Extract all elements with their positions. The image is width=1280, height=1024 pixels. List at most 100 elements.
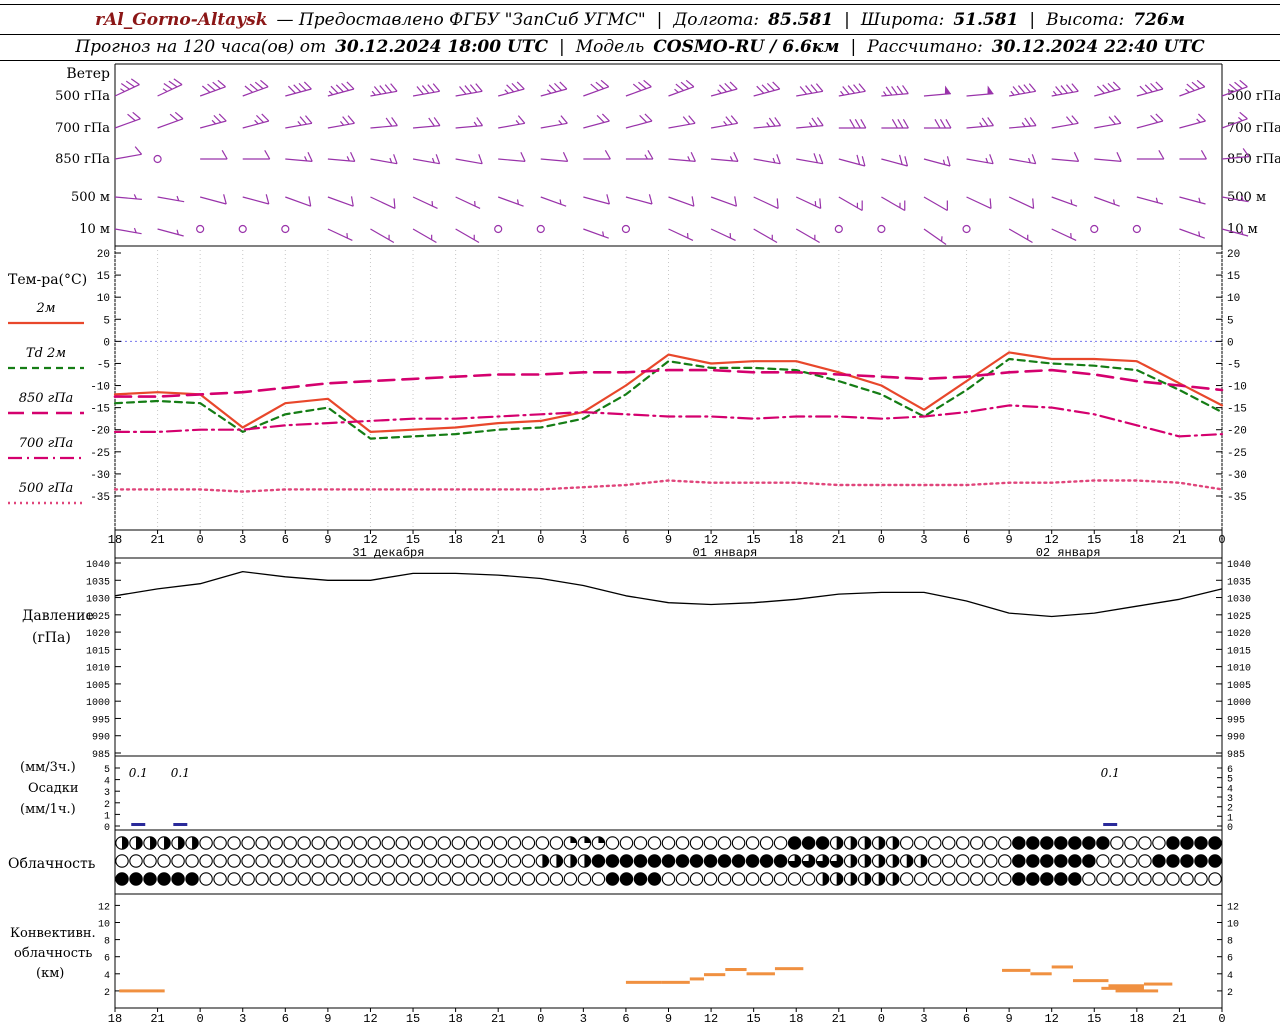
svg-text:-15: -15: [1227, 404, 1247, 416]
svg-text:3: 3: [920, 533, 927, 547]
svg-text:12: 12: [1227, 902, 1239, 913]
svg-text:9: 9: [1006, 1012, 1013, 1024]
svg-text:15: 15: [746, 533, 760, 547]
latitude-label: Широта:: [860, 9, 945, 30]
svg-text:02 января: 02 января: [1036, 546, 1101, 560]
svg-text:0: 0: [197, 1012, 204, 1024]
altitude-value: 726м: [1133, 9, 1185, 30]
svg-text:-5: -5: [1227, 359, 1240, 371]
svg-text:850 гПа: 850 гПа: [55, 152, 110, 167]
svg-text:21: 21: [1172, 533, 1186, 547]
svg-text:21: 21: [832, 533, 846, 547]
svg-text:6: 6: [1227, 765, 1233, 776]
svg-text:3: 3: [580, 1012, 587, 1024]
svg-text:15: 15: [406, 533, 420, 547]
svg-text:18: 18: [1130, 533, 1144, 547]
provider-text: — Предоставлено ФГБУ "ЗапСиб УГМС": [276, 9, 646, 30]
svg-text:500 м: 500 м: [71, 190, 110, 205]
svg-text:0.1: 0.1: [129, 766, 148, 780]
model-label: Модель: [575, 37, 645, 57]
svg-text:4: 4: [104, 777, 110, 788]
svg-text:1020: 1020: [1227, 629, 1251, 640]
svg-text:15: 15: [97, 271, 110, 283]
calc-label: Рассчитано:: [867, 37, 983, 57]
svg-text:500 гПа: 500 гПа: [55, 89, 110, 104]
wind-level-0: [114, 78, 1248, 97]
svg-text:3: 3: [239, 1012, 246, 1024]
svg-text:18: 18: [789, 533, 803, 547]
svg-text:15: 15: [1087, 533, 1101, 547]
svg-text:1015: 1015: [86, 646, 110, 657]
svg-text:01 января: 01 января: [693, 546, 758, 560]
wind-level-4: [114, 224, 1249, 245]
convective-bar: [774, 967, 804, 971]
separator: |: [844, 9, 850, 30]
separator: |: [656, 9, 663, 30]
svg-text:10 м: 10 м: [1227, 222, 1258, 237]
svg-text:2: 2: [104, 800, 110, 811]
svg-text:10: 10: [1227, 293, 1240, 305]
svg-text:985: 985: [92, 750, 110, 761]
separator: |: [850, 37, 857, 57]
convective-bar: [1115, 989, 1159, 993]
convective-bar: [625, 980, 662, 984]
svg-text:0: 0: [878, 533, 885, 547]
temp-series-0: [113, 351, 1224, 433]
svg-text:31 декабря: 31 декабря: [352, 546, 424, 560]
svg-text:4: 4: [104, 971, 110, 982]
wind-level-2: [114, 146, 1250, 167]
svg-text:6: 6: [622, 1012, 629, 1024]
svg-text:1035: 1035: [1227, 577, 1251, 588]
svg-text:1: 1: [1227, 813, 1233, 824]
temperature-panel: 20 20 15 15 10 10 5 5 0 0 -5 -5 -10 -10 -15 -15 -20 -20 -2…: [8, 249, 1247, 530]
svg-text:0: 0: [1227, 337, 1234, 349]
svg-text:5: 5: [1227, 775, 1233, 786]
svg-text:-5: -5: [97, 359, 110, 371]
svg-text:5: 5: [104, 765, 110, 776]
svg-text:700 гПа: 700 гПа: [55, 121, 110, 136]
forecast-start: 30.12.2024 18:00 UTC: [335, 37, 548, 57]
precip-bar: [1103, 823, 1118, 826]
svg-text:9: 9: [1006, 533, 1013, 547]
svg-text:12: 12: [1044, 1012, 1058, 1024]
pressure-panel: 1040 1040 1035 1035 1030 1030 1025 1025 1020 1020…: [86, 560, 1251, 761]
svg-text:18: 18: [1130, 1012, 1144, 1024]
svg-text:0: 0: [878, 1012, 885, 1024]
svg-text:995: 995: [1227, 715, 1245, 726]
svg-text:4: 4: [1227, 971, 1233, 982]
svg-text:10 м: 10 м: [79, 222, 110, 237]
convective-panel-title-1: Конвективн.: [10, 926, 96, 941]
svg-text:12: 12: [363, 533, 377, 547]
svg-text:8: 8: [1227, 937, 1233, 948]
convective-bar: [746, 972, 775, 976]
station-name: rAl_Gorno-Altaysk: [95, 9, 268, 30]
svg-text:12: 12: [704, 533, 718, 547]
svg-text:12: 12: [363, 1012, 377, 1024]
svg-text:-35: -35: [90, 492, 110, 504]
svg-text:2: 2: [104, 988, 110, 999]
svg-text:18: 18: [789, 1012, 803, 1024]
cloud-panel: [115, 836, 1222, 886]
cloud-row-2: [115, 872, 1222, 886]
svg-text:15: 15: [1227, 271, 1240, 283]
convective-panel-title-2: облачность: [14, 946, 93, 961]
svg-text:3: 3: [920, 1012, 927, 1024]
svg-text:700 гПа: 700 гПа: [19, 436, 74, 451]
svg-text:-25: -25: [90, 448, 110, 460]
precip-panel-title: Осадки: [28, 781, 79, 796]
convective-panel: 12 12 10 10 8 8 6 6 4 4 2 2: [98, 902, 1239, 999]
svg-text:0.1: 0.1: [1101, 766, 1120, 780]
cloud-row-1: [115, 854, 1222, 868]
svg-text:1035: 1035: [86, 577, 110, 588]
svg-text:15: 15: [406, 1012, 420, 1024]
temp-series-4: [113, 479, 1224, 493]
svg-text:850 гПа: 850 гПа: [1227, 152, 1280, 167]
svg-text:1015: 1015: [1227, 646, 1251, 657]
svg-text:2: 2: [1227, 988, 1233, 999]
wind-level-3: [114, 194, 1249, 212]
svg-text:21: 21: [832, 1012, 846, 1024]
svg-text:21: 21: [150, 533, 164, 547]
svg-text:990: 990: [92, 733, 110, 744]
svg-text:12: 12: [98, 902, 110, 913]
